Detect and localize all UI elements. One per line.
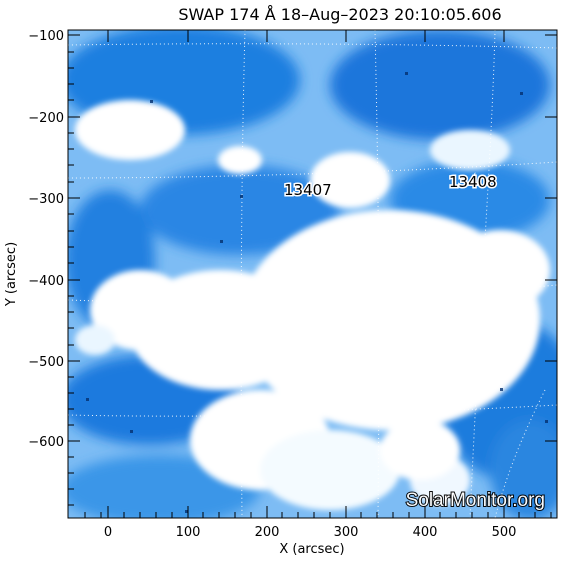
- region-label-13407: 13407: [284, 181, 332, 199]
- x-axis-label: X (arcsec): [279, 542, 344, 557]
- y-tick-label: −100: [28, 29, 64, 44]
- x-tick-label: 100: [176, 525, 201, 540]
- x-tick-label: 0: [104, 525, 112, 540]
- y-tick-label: −600: [28, 435, 64, 450]
- plot-frame: [67, 29, 558, 519]
- y-tick-label: −300: [28, 192, 64, 207]
- y-tick-label: −400: [28, 274, 64, 289]
- x-axis: 0 100 200 300 400 500 X (arcsec): [104, 525, 517, 557]
- y-tick-label: −500: [28, 355, 64, 370]
- x-tick-label: 500: [492, 525, 517, 540]
- x-tick-label: 200: [255, 525, 280, 540]
- active-region-labels: 13407 13408: [283, 172, 499, 201]
- region-label-13408: 13408: [449, 173, 497, 191]
- solar-euv-image: [68, 30, 557, 518]
- y-axis-label: Y (arcsec): [4, 242, 19, 307]
- x-tick-label: 400: [413, 525, 438, 540]
- figure-title: SWAP 174 Å 18–Aug–2023 20:10:05.606: [178, 5, 501, 24]
- y-axis: −100 −200 −300 −400 −500 −600 Y (arcsec): [4, 29, 64, 450]
- y-tick-label: −200: [28, 111, 64, 126]
- x-tick-label: 300: [334, 525, 359, 540]
- solarmonitor-watermark: SolarMonitor.org: [406, 490, 545, 511]
